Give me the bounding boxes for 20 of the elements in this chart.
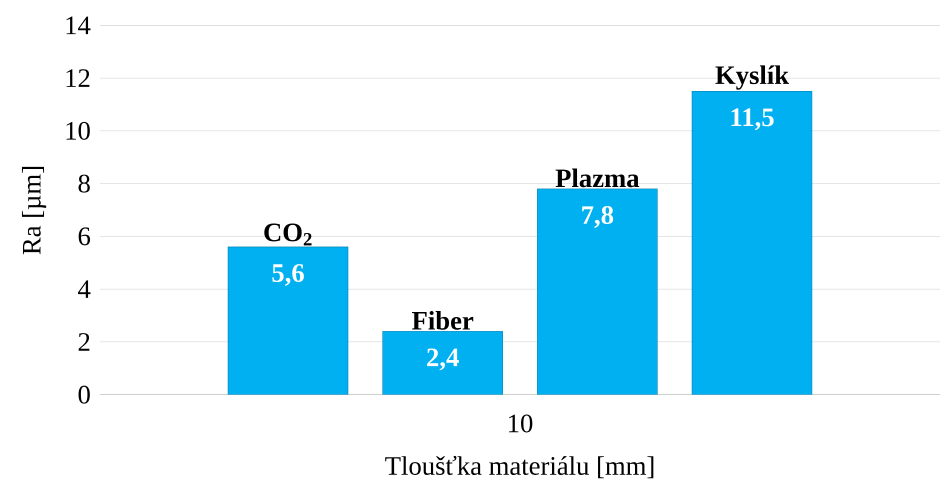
y-tick-label: 6: [78, 227, 90, 246]
bar: [382, 331, 503, 395]
data-label: 5,6: [272, 264, 304, 286]
series-label: Fiber: [412, 310, 474, 330]
y-tick-label: 12: [66, 69, 90, 87]
bar: [228, 246, 348, 395]
series-label: Plazma: [556, 168, 640, 188]
series-label: CO$_{2}$: [264, 224, 312, 246]
series-label: Kyslík: [715, 65, 790, 90]
data-label: 11,5: [732, 108, 774, 130]
y-tick-label: 8: [78, 174, 90, 193]
y-tick-label: 2: [78, 333, 90, 351]
data-label: 2,4: [427, 348, 459, 370]
y-tick-label: 10: [66, 122, 90, 140]
y-tick-label: 14: [66, 16, 90, 34]
x-axis-title: Tloušťka materiálu [mm]: [385, 456, 654, 478]
data-label: 7,8: [582, 206, 614, 228]
y-tick-label: 4: [78, 280, 90, 298]
y-tick-label: 0: [78, 386, 90, 404]
y-axis-title: Ra [µm]: [22, 166, 46, 254]
